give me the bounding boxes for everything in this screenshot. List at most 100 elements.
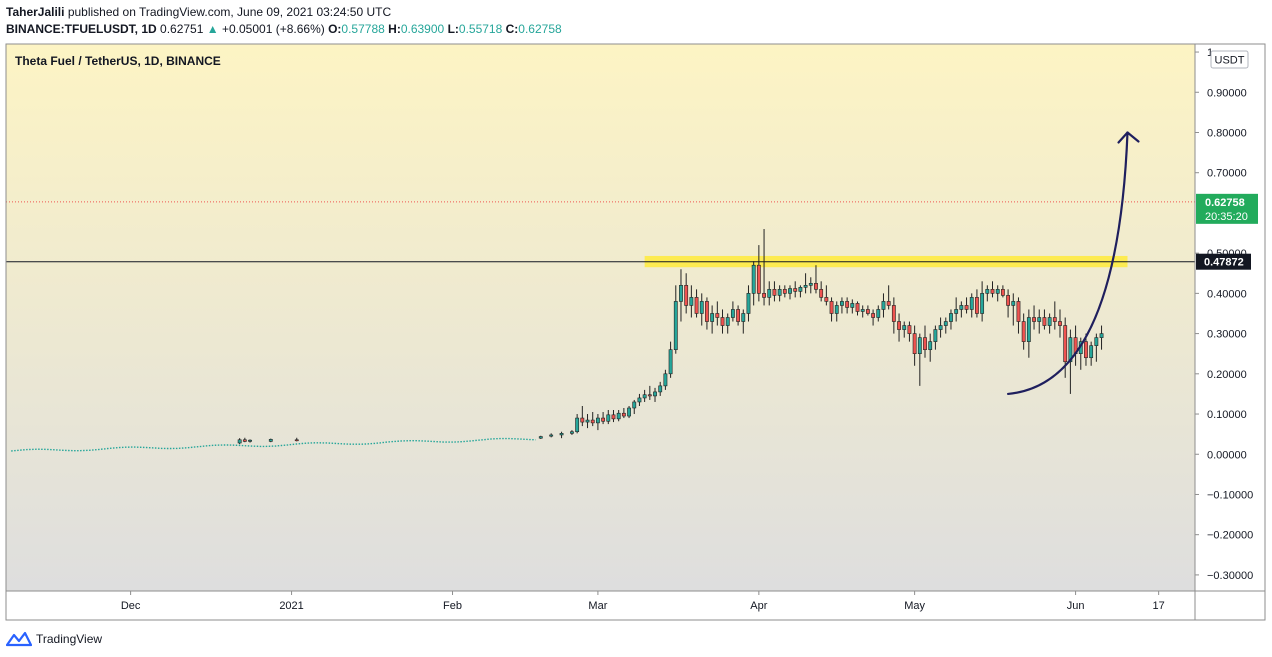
candle-down	[720, 317, 725, 326]
time-tick-label: Mar	[588, 600, 607, 612]
candle-down	[756, 264, 761, 294]
candle-up	[943, 321, 948, 326]
candle-down	[886, 301, 891, 306]
candle-up	[730, 309, 735, 318]
candle-up	[725, 317, 730, 326]
candle-up	[679, 285, 683, 302]
price-tick-label: 0.70000	[1207, 168, 1247, 180]
candle-down	[1021, 321, 1026, 342]
candle-up	[268, 439, 273, 442]
time-tick-label: Feb	[443, 600, 462, 612]
price-labels-layer: 0.62758 20:35:20 0.47872	[1196, 193, 1258, 270]
candle-up	[881, 301, 886, 310]
trend-arrow-head	[1117, 131, 1140, 144]
candle-up	[689, 297, 694, 306]
low-key: L:	[447, 22, 459, 36]
candle-up	[642, 394, 647, 399]
candle-down	[590, 419, 595, 424]
horizontal-line-badge	[1196, 253, 1251, 270]
candle-up	[1026, 317, 1031, 342]
candle-down	[855, 303, 860, 312]
price-axis[interactable]: 10.900000.800000.700000.500000.400000.30…	[1195, 47, 1253, 582]
open-key: O:	[328, 22, 342, 36]
candle-up	[938, 325, 943, 330]
candle-up	[928, 341, 933, 350]
candle-down	[814, 283, 818, 290]
currency-label: USDT	[1215, 55, 1245, 67]
candle-down	[845, 301, 850, 308]
candle-down	[705, 301, 709, 322]
high-key: H:	[388, 22, 401, 36]
tradingview-footer[interactable]: TradingView	[6, 629, 102, 649]
candle-down	[1058, 321, 1062, 326]
candle-up	[949, 313, 953, 322]
candle-up	[798, 287, 803, 292]
candle-up	[1099, 333, 1104, 338]
candle-down	[829, 301, 834, 314]
candle-up	[995, 289, 1000, 294]
candle-down	[897, 321, 901, 330]
candle-up	[1047, 317, 1052, 326]
candle-up	[699, 301, 704, 314]
candle-up	[538, 436, 543, 439]
candle-down	[1016, 301, 1021, 322]
candle-down	[772, 289, 777, 296]
candle-up	[902, 325, 907, 330]
candle-down	[1052, 317, 1057, 322]
candle-down	[1006, 295, 1010, 306]
candle-down	[1000, 289, 1005, 296]
open-value: 0.57788	[341, 22, 385, 36]
candle-down	[1032, 317, 1036, 322]
candle-up	[549, 434, 554, 437]
plot-frame	[5, 43, 1266, 621]
candle-down	[975, 297, 979, 314]
candle-up	[751, 264, 756, 294]
candle-up	[627, 407, 631, 417]
horizontal-line-label: 0.47872	[1204, 257, 1244, 269]
currency-badge[interactable]: USDT	[1210, 50, 1249, 69]
published-text: published on TradingView.com, June 09, 2…	[67, 5, 392, 19]
trend-arrow-curve	[1006, 131, 1129, 396]
time-tick-label: May	[904, 600, 925, 612]
candle-down	[1042, 317, 1047, 326]
time-tick-label: 17	[1153, 600, 1165, 612]
candle-up	[668, 349, 673, 375]
author-name[interactable]: TaherJalili	[6, 5, 65, 19]
current-price-label: 0.62758	[1205, 197, 1245, 209]
candle-down	[684, 285, 689, 306]
candle-up	[917, 337, 922, 354]
candle-up	[980, 293, 985, 314]
current-price-badge	[1196, 193, 1258, 224]
publish-info: TaherJalili published on TradingView.com…	[6, 5, 391, 19]
candle-up	[1037, 317, 1042, 322]
candle-down	[891, 305, 896, 322]
price-tick-label: 0.20000	[1207, 369, 1247, 381]
candle-down	[907, 325, 912, 334]
candle-up	[746, 293, 751, 314]
low-value: 0.55718	[458, 22, 503, 36]
symbol-label: BINANCE:TFUELUSDT, 1D	[6, 22, 157, 36]
chart-title: Theta Fuel / TetherUS, 1D, BINANCE	[15, 54, 221, 68]
price-tick-label: 0.00000	[1207, 449, 1247, 461]
price-tick-label: 0.80000	[1207, 127, 1247, 139]
candle-down	[294, 439, 299, 442]
tradingview-logo-icon	[6, 631, 32, 647]
candle-up	[1011, 301, 1016, 306]
candle-down	[782, 289, 787, 294]
time-axis[interactable]: Dec 2021 Feb Mar Apr May Jun 17	[121, 591, 1165, 612]
candle-up	[969, 297, 974, 310]
candle-up	[777, 289, 782, 296]
candle-down	[793, 288, 798, 292]
candle-up	[933, 329, 938, 342]
candle-down	[819, 289, 824, 298]
candle-down	[736, 309, 741, 322]
price-tick-label: −0.30000	[1207, 570, 1253, 582]
last-price: 0.62751	[160, 22, 204, 36]
candle-up	[959, 305, 964, 310]
candles-layer	[11, 229, 1104, 452]
candle-up	[237, 439, 242, 444]
candle-down	[621, 412, 626, 417]
candle-up	[658, 385, 663, 393]
overlay-layer	[6, 131, 1195, 396]
